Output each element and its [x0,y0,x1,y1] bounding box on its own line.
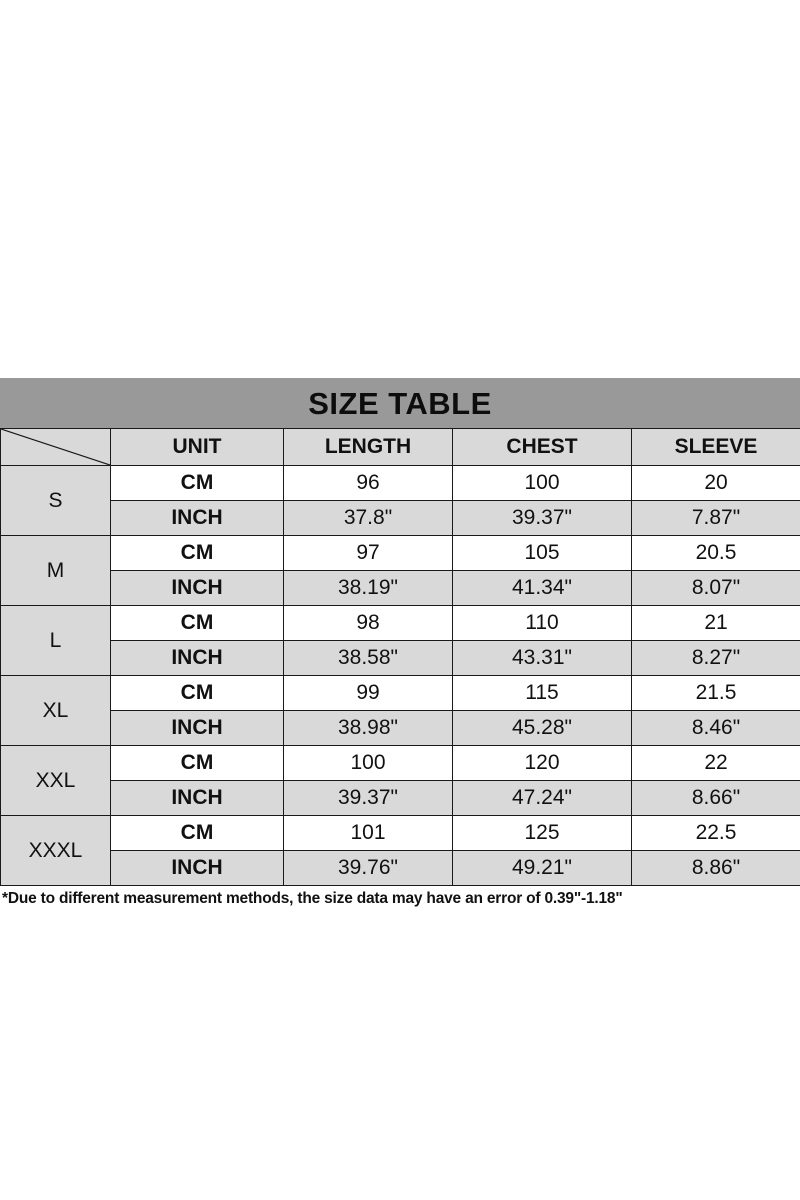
length-cell: 37.8" [283,500,453,536]
length-cell: 97 [283,535,453,571]
table-row: INCH 38.58" 43.31" 8.27" [1,640,800,676]
sleeve-cell: 20.5 [631,535,800,571]
size-table-footnote: *Due to different measurement methods, t… [2,890,623,907]
unit-cell: CM [110,675,284,711]
table-header-row: UNIT LENGTH CHEST SLEEVE [0,428,800,466]
size-label-cell: XL [0,675,111,746]
sleeve-cell: 8.86" [631,850,800,886]
column-header-unit: UNIT [110,428,284,466]
length-cell: 39.76" [283,850,453,886]
diagonal-slash-icon [1,429,110,465]
unit-cell: CM [110,815,284,851]
length-cell: 98 [283,605,453,641]
table-row: S CM 96 100 20 [0,465,800,536]
sleeve-cell: 20 [631,465,800,501]
chest-cell: 41.34" [452,570,632,606]
length-cell: 100 [283,745,453,781]
table-row: XXXL CM 101 125 22.5 [0,815,800,886]
unit-cell: INCH [110,850,284,886]
chest-cell: 43.31" [452,640,632,676]
size-label-cell: L [0,605,111,676]
size-table: UNIT LENGTH CHEST SLEEVE S CM 96 100 20 … [0,428,800,886]
chest-cell: 100 [452,465,632,501]
sleeve-cell: 22 [631,745,800,781]
size-table-body: UNIT LENGTH CHEST SLEEVE S CM 96 100 20 … [0,428,800,886]
chest-cell: 110 [452,605,632,641]
length-cell: 101 [283,815,453,851]
column-header-sleeve: SLEEVE [631,428,800,466]
table-row: L CM 98 110 21 [0,605,800,676]
chest-cell: 45.28" [452,710,632,746]
table-row: INCH 38.98" 45.28" 8.46" [1,710,800,746]
table-row: INCH 37.8" 39.37" 7.87" [1,500,800,536]
length-cell: 38.98" [283,710,453,746]
sleeve-cell: 21 [631,605,800,641]
unit-cell: CM [110,745,284,781]
column-header-chest: CHEST [452,428,632,466]
table-row: INCH 38.19" 41.34" 8.07" [1,570,800,606]
length-cell: 38.58" [283,640,453,676]
sleeve-cell: 7.87" [631,500,800,536]
sleeve-cell: 8.46" [631,710,800,746]
unit-cell: INCH [110,640,284,676]
table-row: XXL CM 100 120 22 [0,745,800,816]
unit-cell: INCH [110,780,284,816]
size-table-title-band: SIZE TABLE [0,378,800,428]
table-row: M CM 97 105 20.5 [0,535,800,606]
unit-cell: INCH [110,500,284,536]
sleeve-cell: 8.27" [631,640,800,676]
unit-cell: INCH [110,710,284,746]
length-cell: 39.37" [283,780,453,816]
chest-cell: 120 [452,745,632,781]
unit-cell: INCH [110,570,284,606]
sleeve-cell: 21.5 [631,675,800,711]
length-cell: 96 [283,465,453,501]
corner-diagonal-cell [0,428,111,466]
size-table-block: SIZE TABLE UNIT LENGTH [0,378,800,908]
chest-cell: 115 [452,675,632,711]
size-label-cell: XXL [0,745,111,816]
sleeve-cell: 8.07" [631,570,800,606]
length-cell: 99 [283,675,453,711]
chest-cell: 105 [452,535,632,571]
size-label-cell: M [0,535,111,606]
size-label-cell: XXXL [0,815,111,886]
sleeve-cell: 22.5 [631,815,800,851]
chest-cell: 125 [452,815,632,851]
unit-cell: CM [110,535,284,571]
column-header-length: LENGTH [283,428,453,466]
sleeve-cell: 8.66" [631,780,800,816]
table-row: INCH 39.37" 47.24" 8.66" [1,780,800,816]
unit-cell: CM [110,605,284,641]
unit-cell: CM [110,465,284,501]
size-label-cell: S [0,465,111,536]
length-cell: 38.19" [283,570,453,606]
chest-cell: 49.21" [452,850,632,886]
table-row: INCH 39.76" 49.21" 8.86" [1,850,800,886]
page-title: SIZE TABLE [308,385,492,421]
table-row: XL CM 99 115 21.5 [0,675,800,746]
chest-cell: 47.24" [452,780,632,816]
chest-cell: 39.37" [452,500,632,536]
